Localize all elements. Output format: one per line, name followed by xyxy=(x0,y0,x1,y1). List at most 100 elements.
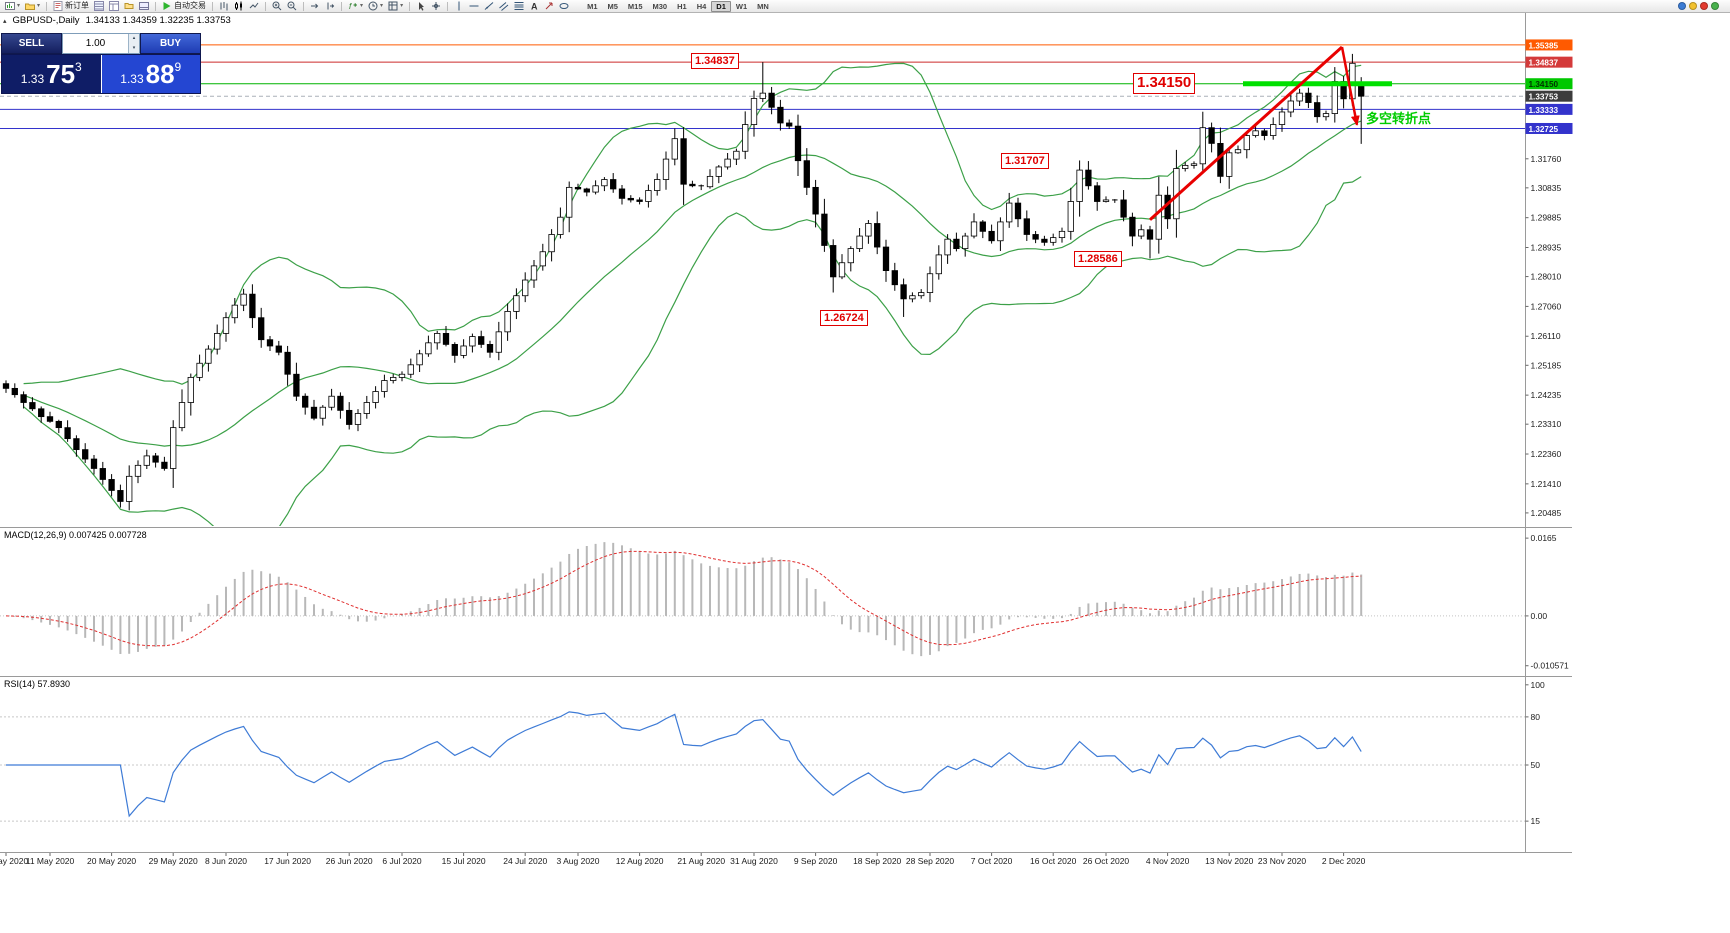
profiles-folder-icon xyxy=(25,3,36,10)
svg-text:1.21410: 1.21410 xyxy=(1531,479,1562,489)
toolbar-separator xyxy=(212,1,214,11)
spin-up-icon[interactable]: ▴ xyxy=(129,34,139,44)
zoom-out-button[interactable] xyxy=(285,0,299,12)
svg-text:0.00: 0.00 xyxy=(1531,611,1548,621)
horizontal-line-button[interactable] xyxy=(467,0,481,12)
text-icon: A xyxy=(531,2,538,12)
toolbar-separator xyxy=(155,1,157,11)
new-order-icon xyxy=(53,1,63,11)
cursor-button[interactable] xyxy=(414,0,428,12)
tf-m30-button[interactable]: M30 xyxy=(648,1,673,12)
volume-box: ▴▾ xyxy=(62,33,140,54)
navigator-button[interactable] xyxy=(122,0,136,12)
price-annotation[interactable]: 1.31707 xyxy=(1001,153,1049,170)
price-annotation[interactable]: 1.34150 xyxy=(1133,73,1196,94)
down-arrow[interactable] xyxy=(1340,46,1360,126)
tf-h1-button[interactable]: H1 xyxy=(672,1,692,12)
date-label: 12 Aug 2020 xyxy=(616,856,664,866)
buy-button[interactable]: BUY xyxy=(140,33,201,54)
svg-text:A: A xyxy=(531,2,538,12)
market-watch-icon xyxy=(94,1,105,11)
volume-input[interactable] xyxy=(63,34,128,53)
shapes-button[interactable] xyxy=(557,0,571,12)
svg-text:100: 100 xyxy=(1531,680,1545,690)
tf-w1-button[interactable]: W1 xyxy=(731,1,752,12)
chart-shift-icon xyxy=(327,2,335,10)
tf-m1-button[interactable]: M1 xyxy=(582,1,602,12)
svg-text:1.33333: 1.33333 xyxy=(1529,106,1559,115)
buy-price[interactable]: 1.33 88 9 xyxy=(100,55,200,93)
data-window-icon xyxy=(109,1,120,11)
text-button[interactable]: A xyxy=(527,0,541,12)
date-label: 2 Dec 2020 xyxy=(1322,856,1366,866)
date-label: 13 Nov 2020 xyxy=(1205,856,1253,866)
autotrade-play-icon xyxy=(163,2,171,10)
spin-down-icon[interactable]: ▾ xyxy=(129,43,139,53)
terminal-button[interactable] xyxy=(137,0,151,12)
tf-m15-button[interactable]: M15 xyxy=(623,1,648,12)
date-label: 29 May 2020 xyxy=(149,856,198,866)
trend-line[interactable] xyxy=(1148,45,1344,221)
autotrade-label: 自动交易 xyxy=(174,1,207,10)
price-annotation[interactable]: 1.26724 xyxy=(820,310,868,327)
new-order-button[interactable]: 新订单 xyxy=(51,0,91,12)
navigator-icon xyxy=(124,3,134,9)
status-dot[interactable] xyxy=(1689,2,1697,10)
rsi-line xyxy=(6,711,1362,818)
svg-text:50: 50 xyxy=(1531,760,1541,770)
symbol-title: ▴ GBPUSD-,Daily 1.34133 1.34359 1.32235 … xyxy=(3,15,231,26)
chart-bars-button[interactable] xyxy=(217,0,231,12)
date-label: 8 Jun 2020 xyxy=(205,856,247,866)
svg-text:15: 15 xyxy=(1531,816,1541,826)
chart-line-button[interactable] xyxy=(247,0,261,12)
price-scale-box xyxy=(1525,78,1573,90)
chart-shift-button[interactable] xyxy=(323,0,337,12)
toolbar-separator xyxy=(303,1,305,11)
chevron-down-icon: ▾ xyxy=(380,3,384,9)
arrows-button[interactable] xyxy=(542,0,556,12)
auto-scroll-button[interactable] xyxy=(308,0,322,12)
svg-text:1.29885: 1.29885 xyxy=(1531,213,1562,223)
zoom-in-button[interactable] xyxy=(270,0,284,12)
tf-h4-button[interactable]: H4 xyxy=(692,1,712,12)
periods-button[interactable]: ▾ xyxy=(366,0,385,12)
price-annotation[interactable]: 1.34837 xyxy=(691,53,739,70)
ohlc-values: 1.34133 1.34359 1.32235 1.33753 xyxy=(85,15,231,26)
one-click-collapse-icon[interactable]: ▴ xyxy=(3,17,7,25)
autotrade-button[interactable]: 自动交易 xyxy=(160,0,208,12)
buy-price-sup: 9 xyxy=(174,60,182,74)
indicators-button[interactable]: f ▾ xyxy=(346,0,365,12)
svg-text:1.28935: 1.28935 xyxy=(1531,243,1562,253)
chart-candles-button[interactable] xyxy=(232,0,246,12)
tf-m5-button[interactable]: M5 xyxy=(603,1,623,12)
status-dot[interactable] xyxy=(1678,2,1686,10)
sell-price-prefix: 1.33 xyxy=(20,72,45,86)
market-watch-button[interactable] xyxy=(92,0,106,12)
sell-button[interactable]: SELL xyxy=(1,33,62,54)
channel-button[interactable] xyxy=(497,0,511,12)
price-annotation[interactable]: 1.28586 xyxy=(1074,251,1122,268)
sell-price[interactable]: 1.33 75 3 xyxy=(2,55,101,93)
status-dot[interactable] xyxy=(1711,2,1719,10)
status-dot[interactable] xyxy=(1700,2,1708,10)
new-chart-button[interactable]: ▾ xyxy=(3,0,22,12)
rsi-pane xyxy=(0,711,1525,822)
crosshair-button[interactable] xyxy=(429,0,443,12)
svg-text:1.34150: 1.34150 xyxy=(1529,80,1559,89)
vertical-line-button[interactable] xyxy=(452,0,466,12)
templates-button[interactable]: ▾ xyxy=(386,0,405,12)
date-label: 3 Aug 2020 xyxy=(556,856,599,866)
date-label: 21 Aug 2020 xyxy=(677,856,725,866)
tf-d1-button[interactable]: D1 xyxy=(711,0,731,12)
data-window-button[interactable] xyxy=(107,0,121,12)
tf-mn-button[interactable]: MN xyxy=(752,1,774,12)
turning-point-annotation[interactable]: 多空转折点 xyxy=(1366,111,1432,126)
profiles-button[interactable]: ▾ xyxy=(23,0,42,12)
main-toolbar: ▾ ▾ 新订单 自动交易 f ▾ ▾ ▾ A M1 M5 M15 M30 H1 H… xyxy=(0,0,1730,13)
fibonacci-button[interactable] xyxy=(512,0,526,12)
trendline-button[interactable] xyxy=(482,0,496,12)
date-label: 28 Sep 2020 xyxy=(906,856,954,866)
rsi-label: RSI(14) 57.8930 xyxy=(4,679,71,689)
